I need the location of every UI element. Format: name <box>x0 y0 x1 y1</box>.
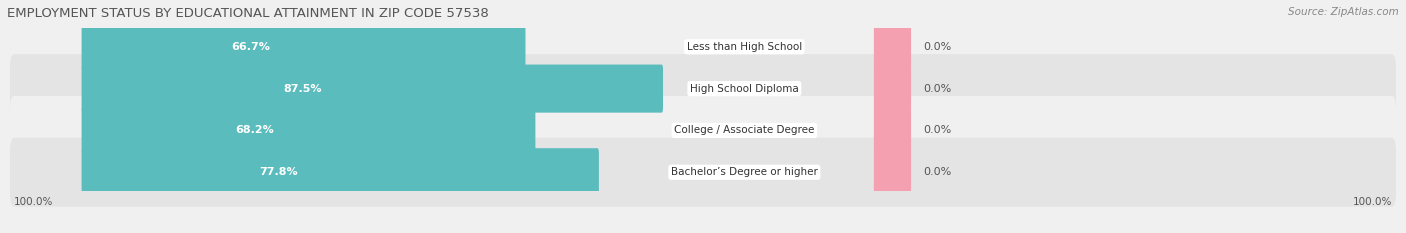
Text: 100.0%: 100.0% <box>1353 197 1392 207</box>
Text: 0.0%: 0.0% <box>924 42 952 52</box>
FancyBboxPatch shape <box>10 12 1396 81</box>
FancyBboxPatch shape <box>10 54 1396 123</box>
Text: EMPLOYMENT STATUS BY EDUCATIONAL ATTAINMENT IN ZIP CODE 57538: EMPLOYMENT STATUS BY EDUCATIONAL ATTAINM… <box>7 7 489 20</box>
Text: 0.0%: 0.0% <box>924 84 952 94</box>
FancyBboxPatch shape <box>82 23 526 71</box>
FancyBboxPatch shape <box>875 148 911 196</box>
Text: Source: ZipAtlas.com: Source: ZipAtlas.com <box>1288 7 1399 17</box>
Text: Bachelor’s Degree or higher: Bachelor’s Degree or higher <box>671 167 818 177</box>
FancyBboxPatch shape <box>875 65 911 113</box>
Text: College / Associate Degree: College / Associate Degree <box>673 125 814 135</box>
FancyBboxPatch shape <box>10 138 1396 207</box>
Text: 77.8%: 77.8% <box>259 167 298 177</box>
Text: 87.5%: 87.5% <box>284 84 322 94</box>
FancyBboxPatch shape <box>10 96 1396 165</box>
FancyBboxPatch shape <box>875 23 911 71</box>
Text: 100.0%: 100.0% <box>14 197 53 207</box>
Text: High School Diploma: High School Diploma <box>690 84 799 94</box>
FancyBboxPatch shape <box>875 106 911 154</box>
Text: 0.0%: 0.0% <box>924 125 952 135</box>
FancyBboxPatch shape <box>82 65 664 113</box>
FancyBboxPatch shape <box>82 106 536 154</box>
Text: 66.7%: 66.7% <box>231 42 270 52</box>
FancyBboxPatch shape <box>82 148 599 196</box>
Text: Less than High School: Less than High School <box>686 42 801 52</box>
Text: 68.2%: 68.2% <box>235 125 274 135</box>
Text: 0.0%: 0.0% <box>924 167 952 177</box>
